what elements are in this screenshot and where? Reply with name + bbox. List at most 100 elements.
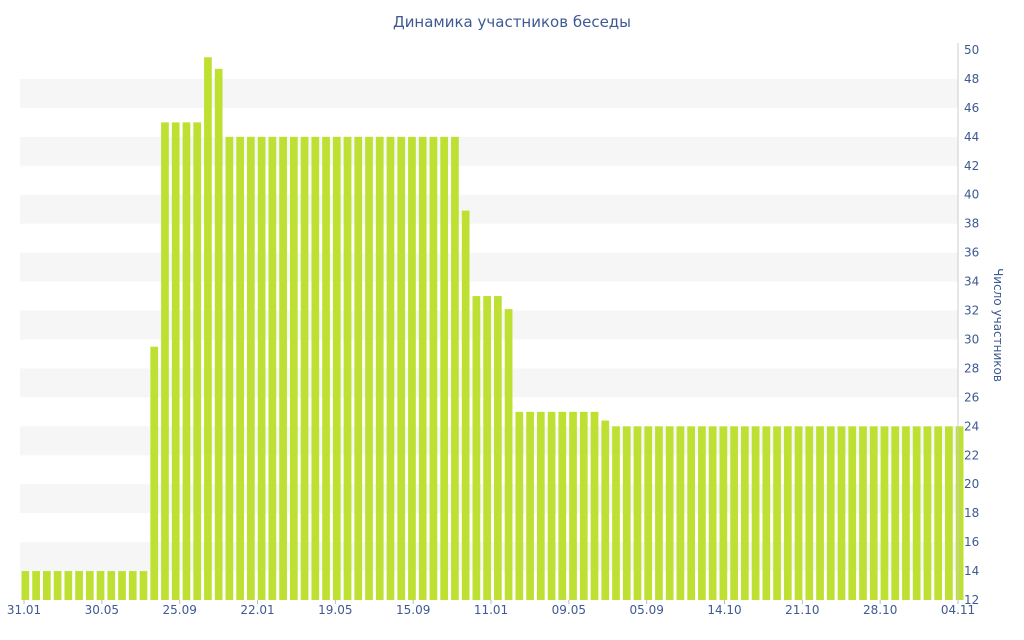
bar[interactable] [64,571,73,600]
grid-band [20,194,958,224]
bar[interactable] [655,426,663,600]
bar[interactable] [279,136,287,600]
bar[interactable] [751,426,760,600]
bar[interactable] [515,411,524,600]
x-tick-label: 09.05 [552,603,586,617]
bar[interactable] [880,426,889,600]
bar[interactable] [128,571,137,600]
bar[interactable] [75,571,83,600]
bar[interactable] [85,571,94,600]
bar[interactable] [773,426,781,600]
bar[interactable] [225,136,234,600]
bar[interactable] [644,426,653,600]
chart-title: Динамика участников беседы [392,13,632,31]
bar[interactable] [794,426,803,600]
bar[interactable] [547,411,556,600]
bar[interactable] [332,136,341,600]
bar[interactable] [912,426,921,600]
bar[interactable] [418,136,427,600]
bar[interactable] [247,136,255,600]
bar[interactable] [601,420,610,600]
bar[interactable] [236,136,245,600]
bar[interactable] [730,426,738,600]
bar[interactable] [536,411,545,600]
bar[interactable] [451,136,459,600]
bar[interactable] [579,411,588,600]
bar[interactable] [698,426,706,600]
bar[interactable] [161,122,169,601]
bar[interactable] [869,426,878,600]
bar[interactable] [719,426,728,600]
bar[interactable] [150,346,159,600]
bar[interactable] [139,571,148,600]
bar[interactable] [504,309,513,600]
bar[interactable] [837,426,846,600]
bar[interactable] [569,411,577,600]
bar[interactable] [633,426,642,600]
bar[interactable] [289,136,298,600]
bar[interactable] [494,296,502,600]
bar[interactable] [397,136,406,600]
bar[interactable] [171,122,180,601]
bar[interactable] [622,426,631,600]
bar[interactable] [42,571,51,600]
x-tick-label: 21.10 [785,603,819,617]
bar[interactable] [461,210,470,600]
x-tick-label: 11.01 [474,603,508,617]
bar[interactable] [257,136,266,600]
bar[interactable] [32,571,40,600]
bar[interactable] [891,426,900,600]
bar[interactable] [558,411,567,600]
bar[interactable] [612,426,620,600]
bar[interactable] [762,426,771,600]
bar[interactable] [783,426,792,600]
x-tick-label: 14.10 [707,603,741,617]
bar[interactable] [193,122,202,601]
bar[interactable] [354,136,363,600]
bar[interactable] [902,426,910,600]
bar[interactable] [322,136,330,600]
bar[interactable] [343,136,352,600]
y-tick-label: 16 [964,535,979,549]
bar[interactable] [118,571,126,600]
bar[interactable] [386,136,395,600]
bar[interactable] [805,426,814,600]
bar[interactable] [923,426,932,600]
bar[interactable] [214,68,223,600]
bar[interactable] [708,426,717,600]
bar[interactable] [408,136,416,600]
x-tick-label: 04.11 [941,603,975,617]
bar[interactable] [945,426,953,600]
bar[interactable] [204,57,212,601]
bar[interactable] [859,426,867,600]
bar[interactable] [107,571,116,600]
bar[interactable] [21,571,30,600]
bar[interactable] [676,426,685,600]
bar[interactable] [826,426,835,600]
y-tick-label: 32 [964,304,979,318]
bar[interactable] [934,426,943,600]
bar[interactable] [96,571,105,600]
bar[interactable] [483,296,491,600]
bar[interactable] [816,426,824,600]
bar[interactable] [472,296,481,600]
bar[interactable] [526,411,534,600]
bar[interactable] [375,136,384,600]
x-tick-label: 25.09 [162,603,196,617]
bar[interactable] [311,136,320,600]
bar[interactable] [590,411,599,600]
bar[interactable] [440,136,449,600]
bar[interactable] [300,136,309,600]
bar[interactable] [848,426,857,600]
y-tick-label: 18 [964,506,979,520]
bar[interactable] [665,426,674,600]
bar[interactable] [429,136,438,600]
bar[interactable] [268,136,277,600]
bar[interactable] [687,426,696,600]
bar[interactable] [53,571,62,600]
bar[interactable] [365,136,373,600]
bar[interactable] [740,426,749,600]
bar[interactable] [182,122,191,601]
y-tick-label: 46 [964,101,979,115]
bar[interactable] [955,426,964,600]
